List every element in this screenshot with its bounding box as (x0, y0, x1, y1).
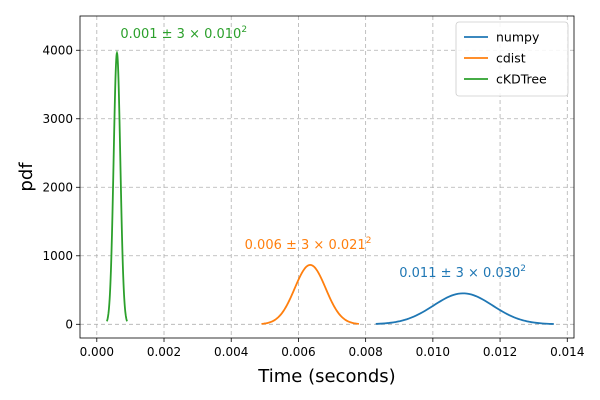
legend-label-cdist: cdist (496, 51, 526, 66)
x-tick-label: 0.010 (416, 345, 450, 359)
x-tick-label: 0.008 (348, 345, 382, 359)
y-tick-label: 4000 (42, 43, 73, 57)
legend-label-ckdtree: cKDTree (496, 72, 547, 87)
series-line-cdist (261, 263, 360, 325)
x-axis-ticks: 0.000 0.002 0.004 0.006 0.008 0.010 0.012 0.014 (80, 338, 584, 359)
legend: numpy cdist cKDTree (455, 21, 569, 97)
annotation-numpy: 0.011 ± 3 × 0.0302 (399, 264, 526, 281)
y-axis-label: pdf (16, 162, 37, 192)
series-line-ckdtree (106, 50, 128, 322)
y-tick-label: 3000 (42, 112, 73, 126)
y-tick-label: 2000 (42, 180, 73, 194)
grid (80, 16, 574, 338)
series-line-numpy (375, 292, 554, 325)
annotation-cdist: 0.006 ± 3 × 0.0212 (245, 236, 372, 253)
y-tick-label: 0 (65, 317, 73, 331)
annotation-ckdtree: 0.001 ± 3 × 0.0102 (120, 25, 247, 42)
x-tick-label: 0.000 (80, 345, 114, 359)
series-lines (106, 50, 554, 325)
x-tick-label: 0.004 (214, 345, 248, 359)
y-tick-label: 1000 (42, 249, 73, 263)
x-tick-label: 0.006 (281, 345, 315, 359)
x-tick-label: 0.012 (483, 345, 517, 359)
x-tick-label: 0.002 (147, 345, 181, 359)
legend-box (455, 21, 569, 97)
legend-label-numpy: numpy (496, 30, 540, 45)
x-axis-label: Time (seconds) (257, 366, 395, 387)
plot-frame (79, 15, 575, 339)
y-axis-ticks: 0 1000 2000 3000 4000 (42, 43, 80, 331)
x-tick-label: 0.014 (550, 345, 584, 359)
annotations: 0.011 ± 3 × 0.0302 0.006 ± 3 × 0.0212 0.00… (120, 25, 526, 281)
